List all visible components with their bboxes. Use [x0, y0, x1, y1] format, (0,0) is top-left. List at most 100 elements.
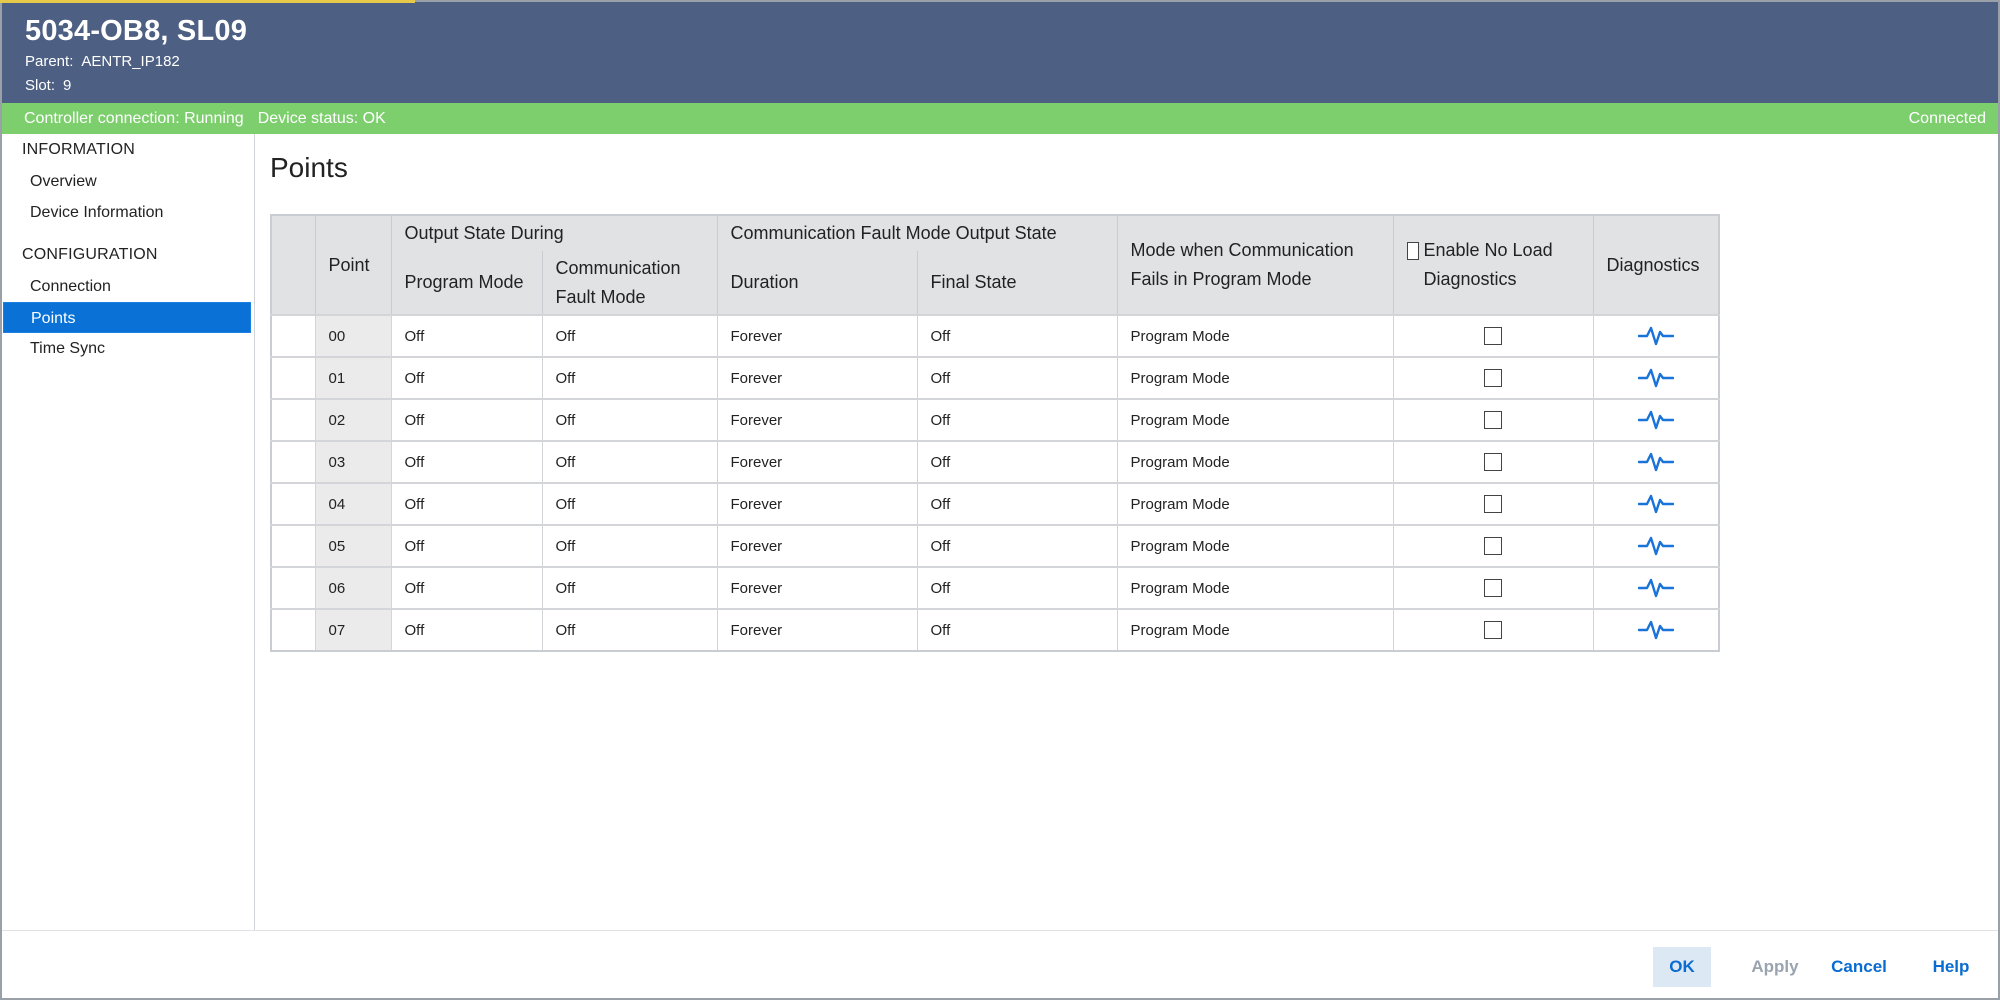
no-load-cell [1393, 440, 1594, 483]
no-load-cell [1393, 608, 1594, 651]
mode-when-fail-cell[interactable]: Program Mode [1117, 398, 1394, 441]
diagnostics-cell [1593, 482, 1720, 525]
table-row[interactable]: 02 Off Off Forever Off Program Mode [271, 398, 1720, 441]
mode-when-fail-cell[interactable]: Program Mode [1117, 356, 1394, 399]
mode-when-fail-cell[interactable]: Program Mode [1117, 314, 1394, 357]
diagnostics-pulse-icon[interactable] [1637, 534, 1674, 558]
slot-value: 9 [63, 77, 72, 94]
row-selector[interactable] [271, 608, 316, 651]
no-load-diagnostics-checkbox[interactable] [1484, 411, 1502, 430]
duration-cell[interactable]: Forever [717, 566, 918, 609]
no-load-diagnostics-checkbox[interactable] [1484, 579, 1502, 598]
duration-cell[interactable]: Forever [717, 314, 918, 357]
program-mode-cell[interactable]: Off [391, 440, 543, 483]
no-load-diagnostics-checkbox[interactable] [1484, 495, 1502, 514]
mode-when-fail-cell[interactable]: Program Mode [1117, 524, 1394, 567]
col-final-state: Final State [917, 251, 1118, 316]
program-mode-cell[interactable]: Off [391, 356, 543, 399]
cancel-button[interactable]: Cancel [1831, 957, 1887, 976]
table-row[interactable]: 00 Off Off Forever Off Program Mode [271, 314, 1720, 357]
no-load-diagnostics-checkbox[interactable] [1484, 369, 1502, 388]
diagnostics-pulse-icon[interactable] [1637, 408, 1674, 432]
row-selector[interactable] [271, 566, 316, 609]
table-row[interactable]: 01 Off Off Forever Off Program Mode [271, 356, 1720, 399]
comm-fault-mode-cell[interactable]: Off [542, 356, 718, 399]
point-cell: 05 [315, 524, 392, 567]
duration-cell[interactable]: Forever [717, 398, 918, 441]
no-load-diagnostics-checkbox[interactable] [1484, 327, 1502, 346]
row-header-corner [271, 215, 316, 315]
no-load-diagnostics-checkbox[interactable] [1484, 621, 1502, 640]
final-state-cell[interactable]: Off [917, 398, 1118, 441]
device-header: 5034-OB8, SL09 Parent: AENTR_IP182 Slot:… [0, 0, 2000, 103]
help-button[interactable]: Help [1932, 957, 1970, 976]
parent-value: AENTR_IP182 [81, 53, 180, 70]
program-mode-cell[interactable]: Off [391, 566, 543, 609]
sidebar-item-time-sync[interactable]: Time Sync [30, 340, 105, 357]
program-mode-cell[interactable]: Off [391, 314, 543, 357]
comm-fault-mode-cell[interactable]: Off [542, 608, 718, 651]
apply-button[interactable]: Apply [1751, 957, 1799, 976]
comm-fault-mode-cell[interactable]: Off [542, 398, 718, 441]
program-mode-cell[interactable]: Off [391, 524, 543, 567]
program-mode-cell[interactable]: Off [391, 398, 543, 441]
parent-label: Parent: [25, 53, 74, 70]
sidebar-item-connection[interactable]: Connection [30, 278, 111, 295]
sidebar-item-points[interactable]: Points [3, 302, 251, 333]
group-comm-fault-output-state: Communication Fault Mode Output State [717, 215, 1118, 251]
sidebar-item-overview[interactable]: Overview [30, 173, 97, 190]
duration-cell[interactable]: Forever [717, 440, 918, 483]
table-row[interactable]: 06 Off Off Forever Off Program Mode [271, 566, 1720, 609]
comm-fault-mode-cell[interactable]: Off [542, 524, 718, 567]
duration-cell[interactable]: Forever [717, 608, 918, 651]
final-state-cell[interactable]: Off [917, 314, 1118, 357]
final-state-cell[interactable]: Off [917, 566, 1118, 609]
final-state-cell[interactable]: Off [917, 608, 1118, 651]
comm-fault-mode-cell[interactable]: Off [542, 314, 718, 357]
final-state-cell[interactable]: Off [917, 524, 1118, 567]
no-load-diagnostics-checkbox[interactable] [1484, 537, 1502, 556]
no-load-diagnostics-checkbox[interactable] [1484, 453, 1502, 472]
table-row[interactable]: 07 Off Off Forever Off Program Mode [271, 608, 1720, 651]
final-state-cell[interactable]: Off [917, 356, 1118, 399]
row-selector[interactable] [271, 482, 316, 525]
diagnostics-pulse-icon[interactable] [1637, 618, 1674, 642]
enable-no-load-all-checkbox[interactable] [1406, 242, 1420, 260]
duration-cell[interactable]: Forever [717, 356, 918, 399]
row-selector[interactable] [271, 314, 316, 357]
comm-fault-mode-cell[interactable]: Off [542, 566, 718, 609]
row-selector[interactable] [271, 524, 316, 567]
table-row[interactable]: 05 Off Off Forever Off Program Mode [271, 524, 1720, 567]
comm-fault-mode-cell[interactable]: Off [542, 482, 718, 525]
program-mode-cell[interactable]: Off [391, 608, 543, 651]
duration-cell[interactable]: Forever [717, 524, 918, 567]
mode-when-fail-cell[interactable]: Program Mode [1117, 482, 1394, 525]
diagnostics-pulse-icon[interactable] [1637, 324, 1674, 348]
device-meta: Parent: AENTR_IP182 Slot: 9 [25, 50, 2000, 98]
diagnostics-cell [1593, 608, 1720, 651]
table-row[interactable]: 03 Off Off Forever Off Program Mode [271, 440, 1720, 483]
mode-when-fail-cell[interactable]: Program Mode [1117, 608, 1394, 651]
device-status: Device status: OK [257, 109, 386, 127]
no-load-cell [1393, 482, 1594, 525]
mode-when-fail-cell[interactable]: Program Mode [1117, 440, 1394, 483]
program-mode-cell[interactable]: Off [391, 482, 543, 525]
diagnostics-cell [1593, 566, 1720, 609]
row-selector[interactable] [271, 440, 316, 483]
no-load-cell [1393, 398, 1594, 441]
diagnostics-pulse-icon[interactable] [1637, 366, 1674, 390]
diagnostics-pulse-icon[interactable] [1637, 492, 1674, 516]
row-selector[interactable] [271, 356, 316, 399]
ok-button[interactable]: OK [1653, 947, 1711, 987]
duration-cell[interactable]: Forever [717, 482, 918, 525]
mode-when-fail-cell[interactable]: Program Mode [1117, 566, 1394, 609]
device-title: 5034-OB8, SL09 [25, 15, 248, 47]
diagnostics-pulse-icon[interactable] [1637, 450, 1674, 474]
final-state-cell[interactable]: Off [917, 440, 1118, 483]
diagnostics-pulse-icon[interactable] [1637, 576, 1674, 600]
final-state-cell[interactable]: Off [917, 482, 1118, 525]
sidebar-item-device-information[interactable]: Device Information [30, 204, 164, 221]
row-selector[interactable] [271, 398, 316, 441]
table-row[interactable]: 04 Off Off Forever Off Program Mode [271, 482, 1720, 525]
comm-fault-mode-cell[interactable]: Off [542, 440, 718, 483]
